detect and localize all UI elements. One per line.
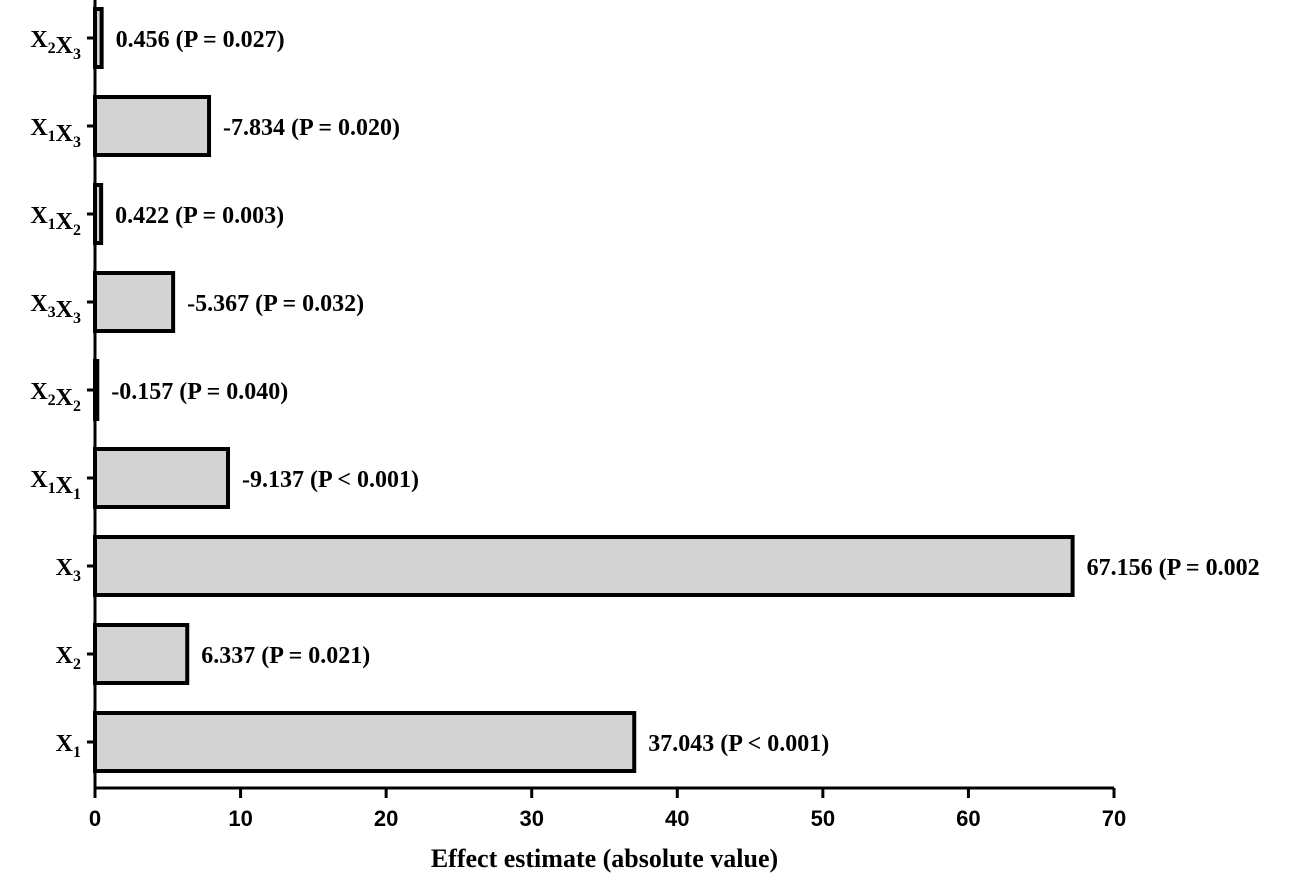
- bar-X3X3: [93, 271, 176, 333]
- category-label-X1: X1: [56, 731, 81, 761]
- bar-X3: [93, 535, 1075, 597]
- x-ticks-group: 0 10 20 30 40 50 60 70: [89, 788, 1126, 831]
- bar-data-label: 0.422 (P = 0.003): [115, 203, 284, 229]
- bar-X1: [93, 711, 637, 773]
- category-label-X3: X3: [56, 555, 81, 585]
- x-tick-label: 60: [956, 806, 980, 831]
- category-label-X3X3: X3X3: [30, 291, 81, 327]
- category-label-X1X2: X1X2: [30, 203, 81, 239]
- bar-labels-group: 37.043 (P < 0.001) 6.337 (P = 0.021) 67.15…: [111, 27, 1259, 757]
- bar-data-label: -9.137 (P < 0.001): [242, 467, 419, 493]
- x-axis-title: Effect estimate (absolute value): [431, 844, 778, 873]
- bar-data-label: 0.456 (P = 0.027): [116, 27, 285, 53]
- x-tick-label: 30: [519, 806, 543, 831]
- category-label-X1X3: X1X3: [30, 115, 81, 151]
- bar-data-label: -0.157 (P = 0.040): [111, 379, 288, 405]
- bar-data-label: 67.156 (P = 0.002: [1087, 555, 1260, 581]
- x-tick-label: 0: [89, 806, 101, 831]
- category-label-X2X2: X2X2: [30, 379, 81, 415]
- x-tick-label: 10: [228, 806, 252, 831]
- axes-group: [93, 0, 1114, 790]
- bars-group: [93, 7, 1075, 773]
- bar-data-label: 37.043 (P < 0.001): [648, 731, 829, 757]
- bar-data-label: 6.337 (P = 0.021): [201, 643, 370, 669]
- bar-X1X3: [93, 95, 212, 157]
- bar-X2: [93, 623, 190, 685]
- x-tick-label: 50: [811, 806, 835, 831]
- category-label-X2X3: X2X3: [30, 27, 81, 63]
- bar-data-label: -5.367 (P = 0.032): [187, 291, 364, 317]
- bar-X1X1: [93, 447, 231, 509]
- x-tick-label: 70: [1102, 806, 1126, 831]
- x-tick-label: 20: [374, 806, 398, 831]
- category-label-X1X1: X1X1: [30, 467, 81, 503]
- x-tick-label: 40: [665, 806, 689, 831]
- category-label-X2: X2: [56, 643, 81, 673]
- bar-data-label: -7.834 (P = 0.020): [223, 115, 400, 141]
